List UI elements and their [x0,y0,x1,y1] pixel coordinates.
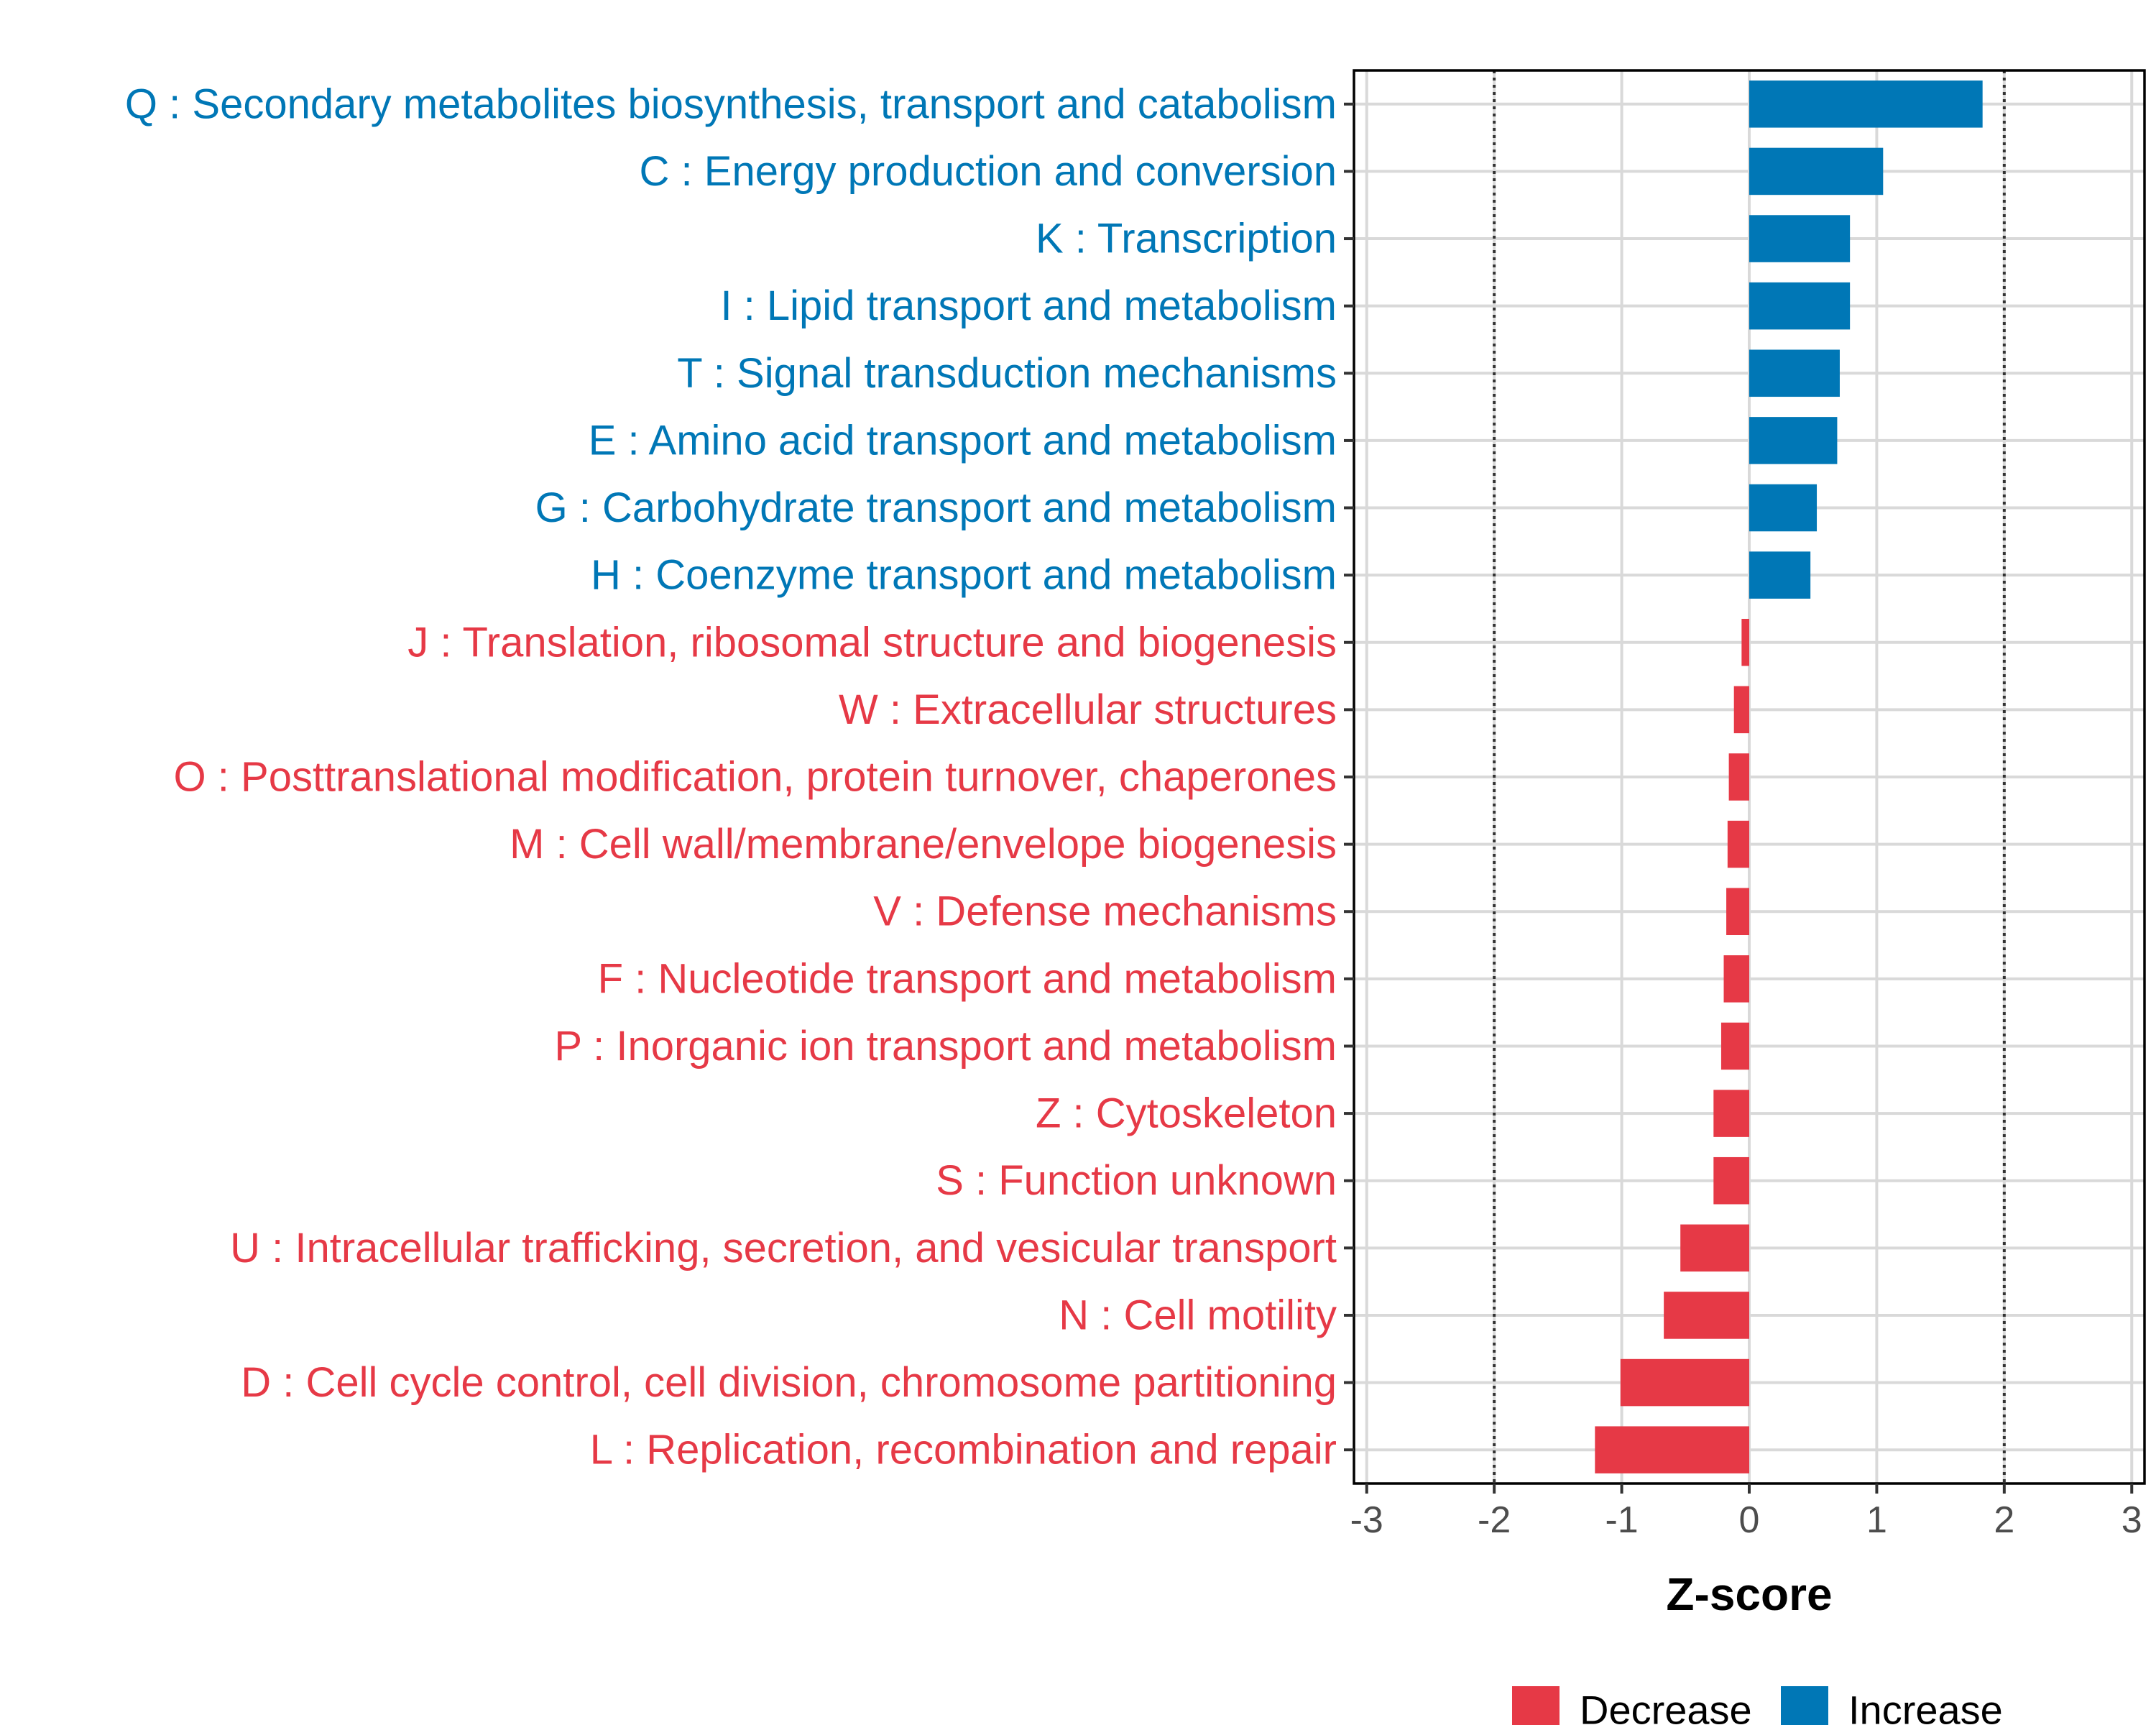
category-label: L : Replication, recombination and repai… [590,1427,1337,1473]
category-label: S : Function unknown [936,1157,1337,1204]
category-label: H : Coenzyme transport and metabolism [591,552,1337,599]
category-label: D : Cell cycle control, cell division, c… [241,1359,1337,1406]
category-label: I : Lipid transport and metabolism [720,282,1337,329]
bar-decrease [1713,1090,1749,1137]
bar-decrease [1713,1156,1749,1205]
bar-increase [1749,80,1983,128]
category-label: J : Translation, ribosomal structure and… [407,619,1337,666]
bar-decrease [1720,1022,1749,1070]
x-tick-label: -1 [1605,1499,1638,1541]
x-tick-label: -3 [1350,1499,1383,1541]
category-label: E : Amino acid transport and metabolism [589,417,1337,464]
bars [1595,80,1983,1473]
bar-decrease [1680,1224,1749,1272]
category-label: F : Nucleotide transport and metabolism [598,955,1337,1002]
x-tick-label: 1 [1866,1499,1887,1541]
bar-decrease [1595,1426,1749,1473]
legend-label-increase: Increase [1848,1688,2003,1725]
category-label: O : Posttranslational modification, prot… [174,754,1337,801]
legend-key-decrease [1512,1686,1560,1725]
bar-decrease [1727,820,1749,868]
x-tick-label: 2 [1994,1499,2014,1541]
bar-increase [1749,215,1851,262]
category-label: U : Intracellular trafficking, secretion… [230,1225,1337,1271]
x-axis-ticks: -3 -2 -1 0 1 2 3 [1350,1484,2142,1541]
bar-decrease [1723,955,1749,1003]
legend-key-increase [1781,1686,1828,1725]
category-label: V : Defense mechanisms [873,888,1337,935]
legend: Decrease Increase [1512,1686,2003,1725]
bar-decrease [1728,753,1749,801]
reference-lines [1493,70,2006,1484]
category-label: C : Energy production and conversion [640,148,1337,195]
category-label: T : Signal transduction mechanisms [677,350,1337,397]
category-label: N : Cell motility [1059,1292,1337,1338]
y-axis-ticks [1344,102,1354,1452]
category-labels: Q : Secondary metabolites biosynthesis, … [125,80,1337,1473]
category-label: Q : Secondary metabolites biosynthesis, … [125,80,1337,127]
bar-decrease [1741,618,1749,666]
bar-decrease [1620,1358,1749,1407]
category-label: M : Cell wall/membrane/envelope biogenes… [510,821,1337,868]
bar-increase [1749,282,1851,330]
category-label: Z : Cytoskeleton [1036,1090,1337,1137]
bar-increase [1749,484,1818,532]
category-label: W : Extracellular structures [839,686,1337,733]
bar-decrease [1664,1292,1749,1339]
category-label: P : Inorganic ion transport and metaboli… [554,1023,1337,1070]
bar-decrease [1726,888,1749,936]
bar-increase [1749,551,1811,599]
x-tick-label: 0 [1739,1499,1760,1541]
legend-label-decrease: Decrease [1580,1688,1752,1725]
x-tick-label: -2 [1478,1499,1511,1541]
x-tick-label: 3 [2122,1499,2142,1541]
x-axis-title: Z-score [1666,1568,1832,1620]
bar-decrease [1733,686,1749,734]
category-label: K : Transcription [1036,216,1337,262]
bar-increase [1749,147,1884,196]
bar-increase [1749,349,1840,397]
bar-increase [1749,417,1838,464]
category-label: G : Carbohydrate transport and metabolis… [535,484,1337,531]
